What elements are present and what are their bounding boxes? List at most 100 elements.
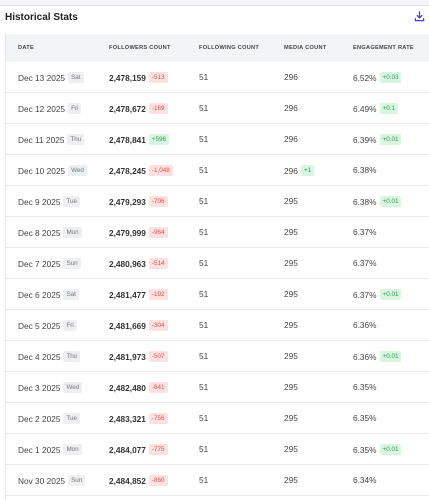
engagement-cell: 6.37% [353, 258, 377, 268]
date: Dec 1 2025 [18, 444, 61, 455]
media-cell: 295 [284, 196, 298, 206]
following-cell: 51 [199, 351, 208, 361]
followers-cell: 2,481,973 -507 [109, 351, 168, 362]
table-row: Dec 10 2025 Wed 2,478,245 -1,048 51 296 +1 6.38… [6, 155, 429, 186]
date: Dec 8 2025 [18, 227, 61, 238]
date: Nov 30 2025 [18, 475, 66, 486]
followers-cell: 2,484,852 -860 [109, 475, 168, 486]
following-count: 51 [199, 165, 209, 175]
table-row: Dec 8 2025 Mon 2,479,999 -964 51 295 6.37% [6, 217, 429, 248]
engagement-rate: 6.35% [353, 444, 377, 455]
stats-table: Date Followers Count Following Count Media … [5, 34, 429, 500]
media-cell: 295 [284, 320, 298, 330]
change-badge: -706 [148, 196, 168, 207]
column-header: Following Count [199, 45, 260, 51]
date-cell: Dec 7 2025 Sun [18, 258, 81, 269]
date-cell: Dec 4 2025 Thu [18, 351, 81, 362]
change-badge: -775 [148, 444, 168, 455]
media-count: 296 [284, 134, 298, 144]
engagement-cell: 6.38% [353, 165, 377, 175]
followers-cell: 2,478,159 -513 [109, 72, 168, 83]
media-cell: 295 [284, 444, 298, 454]
followers-cell: 2,478,672 -169 [109, 103, 168, 114]
change-badge: +0.01 [379, 196, 402, 207]
following-cell: 51 [199, 258, 208, 268]
following-count: 51 [199, 444, 209, 454]
date: Dec 7 2025 [18, 258, 61, 269]
table-row: Dec 2 2025 Tue 2,483,321 -756 51 295 6.35% [6, 403, 429, 434]
change-badge: +0.1 [379, 103, 398, 114]
followers-count: 2,483,321 [109, 413, 146, 424]
engagement-rate: 6.52% [353, 72, 377, 83]
following-count: 51 [199, 413, 209, 423]
date: Dec 5 2025 [18, 320, 61, 331]
date-cell: Dec 5 2025 Fri [18, 320, 77, 331]
table-row: Dec 5 2025 Fri 2,481,669 -304 51 295 6.36% [6, 310, 429, 341]
column-header: Followers Count [109, 45, 171, 51]
engagement-cell: 6.35% [353, 413, 377, 423]
media-count: 295 [284, 475, 298, 485]
table-row: Dec 3 2025 Wed 2,482,480 -841 51 295 6.35% [6, 372, 429, 403]
weekday-badge: Wed [63, 382, 83, 393]
following-cell: 51 [199, 134, 208, 144]
following-count: 51 [199, 134, 209, 144]
table-row: Dec 4 2025 Thu 2,481,973 -507 51 295 6.36% +0.0… [6, 341, 429, 372]
following-count: 51 [199, 475, 209, 485]
date-cell: Dec 12 2025 Fri [18, 103, 82, 114]
table-row: Dec 7 2025 Sun 2,480,963 -514 51 295 6.37% [6, 248, 429, 279]
followers-cell: 2,478,245 -1,048 [109, 165, 173, 176]
media-count: 296 [284, 103, 298, 113]
media-cell: 295 [284, 351, 298, 361]
date: Dec 9 2025 [18, 196, 61, 207]
date-cell: Nov 30 2025 Sun [18, 475, 86, 486]
table-header: Date Followers Count Following Count Media … [6, 34, 429, 62]
table-row: Dec 1 2025 Mon 2,484,077 -775 51 295 6.35% +0.0… [6, 434, 429, 465]
change-badge: +0.01 [379, 444, 402, 455]
following-count: 51 [199, 382, 209, 392]
change-badge: -756 [148, 413, 168, 424]
following-cell: 51 [199, 103, 208, 113]
change-badge: -169 [148, 103, 168, 114]
engagement-cell: 6.37% +0.01 [353, 289, 402, 300]
following-cell: 51 [199, 444, 208, 454]
engagement-cell: 6.36% +0.01 [353, 351, 402, 362]
weekday-badge: Mon [63, 444, 82, 455]
following-count: 51 [199, 289, 209, 299]
weekday-badge: Thu [67, 134, 85, 145]
engagement-cell: 6.34% [353, 475, 377, 485]
date-cell: Dec 2 2025 Tue [18, 413, 81, 424]
following-count: 51 [199, 196, 209, 206]
weekday-badge: Tue [63, 413, 81, 424]
engagement-rate: 6.38% [353, 196, 377, 207]
change-badge: +0.03 [379, 72, 402, 83]
change-badge: +0.01 [379, 351, 402, 362]
change-badge: +0.01 [379, 289, 402, 300]
date-cell: Dec 6 2025 Sat [18, 289, 79, 300]
media-count: 295 [284, 351, 298, 361]
change-badge: -860 [148, 475, 168, 486]
followers-count: 2,481,973 [109, 351, 146, 362]
media-count: 295 [284, 258, 298, 268]
change-badge: -964 [148, 227, 168, 238]
weekday-badge: Thu [63, 351, 81, 362]
date-cell: Dec 9 2025 Tue [18, 196, 81, 207]
engagement-rate: 6.35% [353, 413, 377, 423]
media-cell: 295 [284, 258, 298, 268]
media-count: 296 [284, 72, 298, 82]
table-row: Dec 11 2025 Thu 2,478,841 +596 51 296 6.39% +0.… [6, 124, 429, 155]
date: Dec 13 2025 [18, 72, 66, 83]
engagement-rate: 6.49% [353, 103, 377, 114]
followers-count: 2,479,999 [109, 227, 146, 238]
download-button[interactable] [414, 11, 425, 22]
table-row: Dec 13 2025 Sat 2,478,159 -513 51 296 6.52% +0.… [6, 62, 429, 93]
following-cell: 51 [199, 165, 208, 175]
following-count: 51 [199, 320, 209, 330]
date: Dec 10 2025 [18, 165, 66, 176]
change-badge: +596 [148, 134, 170, 145]
column-header: Engagement Rate [353, 45, 414, 51]
weekday-badge: Sun [63, 258, 81, 269]
following-cell: 51 [199, 475, 208, 485]
change-badge: -841 [148, 382, 168, 393]
weekday-badge: Sat [68, 72, 84, 83]
